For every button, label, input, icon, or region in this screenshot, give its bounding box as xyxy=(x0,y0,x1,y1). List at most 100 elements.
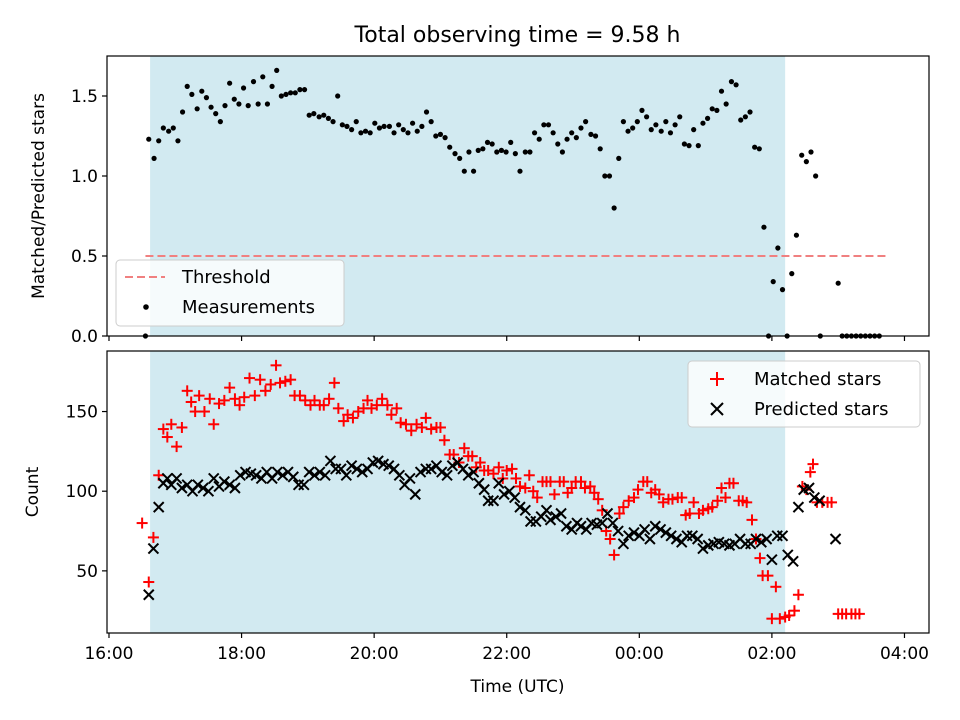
matched-star-point xyxy=(371,399,383,411)
matched-star-point xyxy=(395,417,407,429)
measurement-point xyxy=(752,144,758,150)
predicted-star-point xyxy=(813,495,826,507)
measurement-point xyxy=(405,130,411,136)
measurement-point xyxy=(658,128,664,134)
measurement-point xyxy=(311,111,317,117)
matched-star-point xyxy=(727,477,739,489)
measurement-point xyxy=(396,122,402,128)
measurement-point xyxy=(738,117,744,123)
predicted-star-point xyxy=(596,517,608,529)
top-legend: Threshold Measurements xyxy=(115,259,345,327)
measurement-point xyxy=(264,101,271,107)
predicted-star-point xyxy=(691,533,704,545)
matched-star-point xyxy=(204,393,216,405)
predicted-star-point xyxy=(478,483,490,496)
predicted-star-point xyxy=(319,469,331,481)
bottom-panel: 16:00 18:00 20:00 22:00 00:00 02:00 04:00 50 10… xyxy=(23,350,930,697)
measurement-point xyxy=(461,168,467,174)
predicted-star-point xyxy=(514,501,526,513)
bottom-legend: Matched stars Predicted stars xyxy=(687,360,921,428)
predicted-star-point xyxy=(276,469,289,481)
predicted-star-point xyxy=(787,555,799,568)
bottom-y-tick-label: 150 xyxy=(66,403,98,423)
measurement-point xyxy=(569,130,575,136)
matched-star-point xyxy=(229,393,241,405)
matched-star-point xyxy=(487,468,499,480)
measurement-point xyxy=(301,87,308,93)
matched-star-point xyxy=(592,493,604,505)
matched-star-point xyxy=(604,533,616,545)
top-y-tick-label: 1.0 xyxy=(71,167,98,187)
matched-star-point xyxy=(189,406,201,418)
matched-star-point xyxy=(613,508,625,520)
measurement-point xyxy=(672,122,678,128)
matched-star-point xyxy=(628,492,640,504)
predicted-star-point xyxy=(409,488,421,501)
predicted-star-point xyxy=(436,466,448,478)
measurement-point xyxy=(231,96,237,102)
measurement-point xyxy=(498,147,505,153)
measurement-point xyxy=(648,127,654,133)
measurement-point xyxy=(292,90,298,96)
matched-star-point xyxy=(185,396,197,408)
matched-star-point xyxy=(510,472,522,484)
matched-stars-points xyxy=(136,359,865,625)
measurement-point xyxy=(306,112,312,118)
predicted-star-point xyxy=(229,482,241,494)
bottom-legend-box xyxy=(687,360,921,428)
predicted-star-point xyxy=(393,469,406,481)
matched-star-point xyxy=(706,501,718,513)
x-tick-label: 20:00 xyxy=(350,644,399,664)
matched-star-point xyxy=(762,570,774,582)
measurement-point xyxy=(536,136,542,142)
measurement-point xyxy=(573,135,579,141)
predicted-star-point xyxy=(755,536,767,548)
matched-star-point xyxy=(193,390,205,402)
measurement-point xyxy=(484,139,491,145)
predicted-star-point xyxy=(404,472,416,485)
matched-star-point xyxy=(712,495,724,507)
measurement-point xyxy=(803,159,809,165)
matched-star-point xyxy=(362,394,374,406)
predicted-star-point xyxy=(351,463,363,475)
measurement-point xyxy=(316,114,322,120)
predicted-star-point xyxy=(750,533,762,545)
legend-matched-label: Matched stars xyxy=(754,369,881,390)
measurement-point xyxy=(663,119,669,125)
measurement-point xyxy=(695,143,701,149)
measurement-point xyxy=(775,245,781,251)
measurement-point xyxy=(779,287,786,293)
predicted-star-point xyxy=(601,507,614,520)
matched-star-point xyxy=(294,390,306,402)
measurement-point xyxy=(179,109,186,115)
predicted-star-point xyxy=(308,469,321,481)
measurement-point xyxy=(423,109,430,115)
measurement-point xyxy=(704,115,711,121)
measurement-point xyxy=(433,133,439,139)
measurement-point xyxy=(677,114,683,120)
measurement-point xyxy=(793,232,800,238)
measurement-point xyxy=(592,133,599,139)
legend-predicted-swatch xyxy=(710,402,724,416)
predicted-star-point xyxy=(649,520,661,532)
measurement-point xyxy=(644,114,650,120)
measurement-point xyxy=(419,123,425,129)
matched-star-point xyxy=(259,385,271,397)
matched-star-point xyxy=(234,399,246,411)
measurement-point xyxy=(503,149,509,155)
top-x-ticks xyxy=(108,336,906,341)
predicted-star-point xyxy=(654,523,667,536)
top-legend-box xyxy=(115,259,345,327)
measurement-point xyxy=(245,103,251,109)
predicted-star-point xyxy=(660,526,672,539)
matched-star-point xyxy=(653,488,665,500)
x-tick-label: 18:00 xyxy=(217,644,266,664)
measurement-point xyxy=(723,101,729,107)
measurement-point xyxy=(288,90,294,96)
measurement-point xyxy=(400,127,406,133)
matched-star-point xyxy=(566,482,578,494)
x-tick-label: 00:00 xyxy=(615,644,664,664)
predicted-star-point xyxy=(176,482,188,494)
bottom-x-ticks: 16:00 18:00 20:00 22:00 00:00 02:00 04:00 xyxy=(84,633,929,664)
matched-star-point xyxy=(548,488,560,500)
